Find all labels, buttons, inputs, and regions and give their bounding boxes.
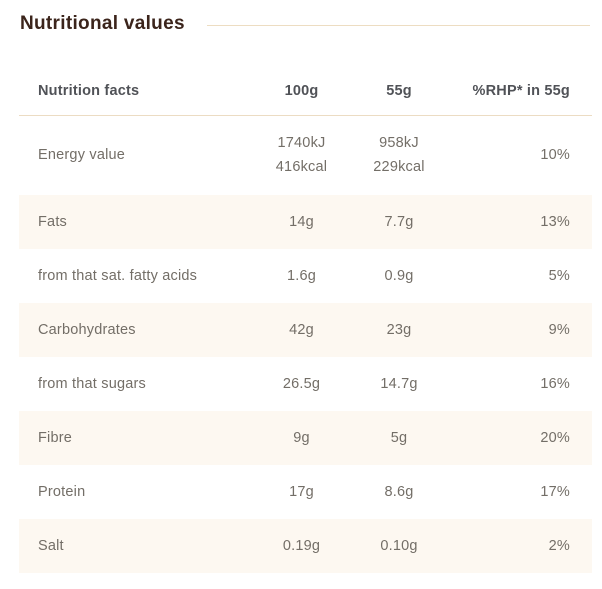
value-rhp: 20% bbox=[540, 430, 570, 446]
column-header-55g: 55g bbox=[354, 68, 444, 116]
row-label: Fibre bbox=[38, 430, 73, 446]
row-label: Energy value bbox=[38, 147, 126, 164]
value-rhp: 13% bbox=[540, 214, 570, 230]
value-per-55g: 7.7g bbox=[384, 214, 414, 230]
value-per-55g: 23g bbox=[386, 322, 412, 338]
value-rhp: 17% bbox=[540, 484, 570, 500]
column-header-nutrition-facts: Nutrition facts bbox=[19, 68, 249, 116]
value-per-100g: 17g bbox=[289, 484, 314, 500]
table-row: Salt 0.19g 0.10g 2% bbox=[19, 519, 592, 573]
value-per-55g: 958kJ 229kcal bbox=[373, 135, 425, 176]
row-label: from that sugars bbox=[38, 376, 146, 392]
table-row: Protein 17g 8.6g 17% bbox=[19, 465, 592, 519]
value-per-55g: 14.7g bbox=[380, 376, 418, 392]
table-row: Carbohydrates 42g 23g 9% bbox=[19, 303, 592, 357]
table-row: Fibre 9g 5g 20% bbox=[19, 411, 592, 465]
column-header-rhp: %RHP* in 55g bbox=[444, 68, 592, 116]
title-divider-line bbox=[206, 24, 590, 26]
value-rhp: 2% bbox=[548, 538, 570, 554]
value-per-100g: 26.5g bbox=[282, 376, 321, 392]
section-header: Nutritional values bbox=[0, 0, 602, 35]
table-row: Fats 14g 7.7g 13% bbox=[19, 195, 592, 249]
table-row: from that sugars 26.5g 14.7g 16% bbox=[19, 357, 592, 411]
table-row: Energy value 1740kJ 416kcal 958kJ 229kca… bbox=[19, 115, 592, 195]
column-header-100g: 100g bbox=[249, 68, 354, 116]
value-rhp: 5% bbox=[548, 268, 570, 284]
value-rhp: 9% bbox=[548, 322, 570, 338]
value-per-100g: 14g bbox=[289, 214, 314, 230]
row-label: Salt bbox=[38, 538, 64, 554]
nutrition-table: Nutrition facts 100g 55g %RHP* in 55g En… bbox=[19, 68, 592, 573]
value-per-55g: 0.9g bbox=[384, 268, 414, 284]
value-per-100g: 9g bbox=[293, 430, 310, 446]
page-title: Nutritional values bbox=[20, 13, 185, 34]
value-per-55g: 0.10g bbox=[380, 538, 418, 554]
row-label: from that sat. fatty acids bbox=[38, 268, 198, 284]
row-label: Fats bbox=[38, 214, 67, 230]
value-per-55g: 5g bbox=[390, 430, 408, 446]
value-per-55g: 8.6g bbox=[384, 484, 414, 500]
table-row: from that sat. fatty acids 1.6g 0.9g 5% bbox=[19, 249, 592, 303]
value-rhp: 16% bbox=[540, 376, 570, 392]
value-per-100g: 1.6g bbox=[286, 268, 317, 284]
value-per-100g: 0.19g bbox=[282, 538, 321, 554]
value-per-100g: 1740kJ 416kcal bbox=[275, 135, 328, 176]
row-label: Carbohydrates bbox=[38, 322, 136, 338]
value-per-100g: 42g bbox=[289, 322, 314, 338]
table-header-row: Nutrition facts 100g 55g %RHP* in 55g bbox=[19, 68, 592, 116]
value-rhp: 10% bbox=[540, 147, 570, 164]
row-label: Protein bbox=[38, 484, 86, 500]
